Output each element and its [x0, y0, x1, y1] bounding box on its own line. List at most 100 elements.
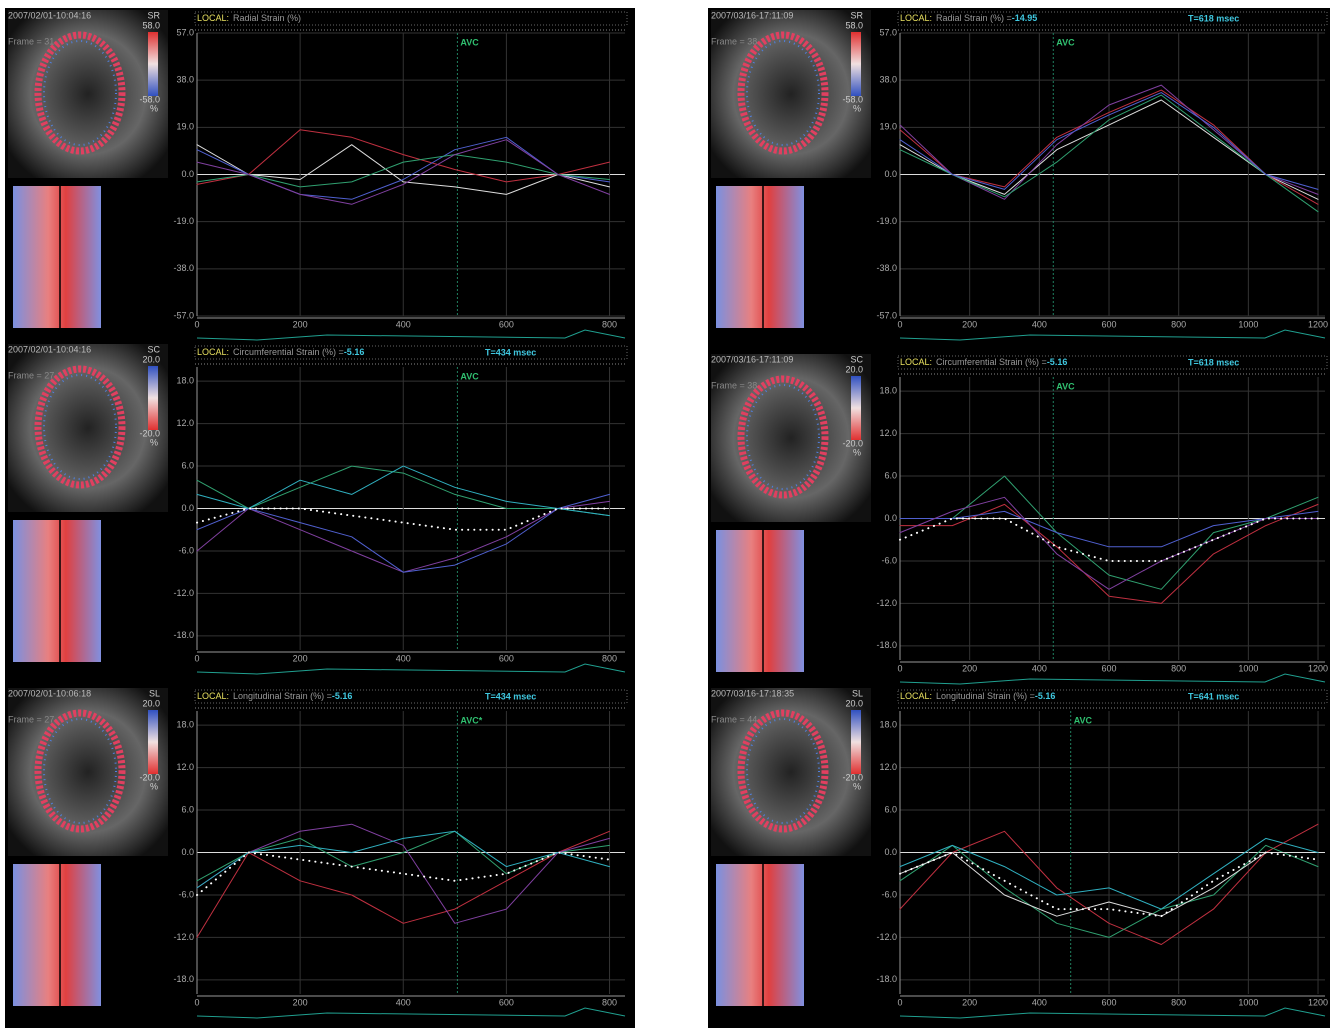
header-value: -5.16 [332, 691, 353, 701]
timestamp: 2007/02/01-10:04:16 [8, 344, 91, 354]
x-tick-label: 600 [1102, 997, 1117, 1007]
header-time: T=618 msec [1188, 13, 1239, 23]
colorbar-unit: % [150, 103, 158, 113]
x-tick-label: 800 [1171, 319, 1186, 329]
y-tick-label: -18.0 [876, 640, 897, 650]
header-value: -5.16 [1035, 691, 1056, 701]
header-title: Circumferential Strain (%) = [936, 357, 1047, 367]
x-tick-label: 1000 [1238, 663, 1258, 673]
strain-map [13, 186, 101, 328]
y-tick-label: -12.0 [876, 598, 897, 608]
timestamp: 2007/03/16-17:11:09 [711, 10, 793, 20]
colorbar-max: 20.0 [845, 698, 863, 708]
y-tick-label: -6.0 [881, 555, 897, 565]
timestamp: 2007/02/01-10:04:16 [8, 10, 91, 20]
x-tick-label: 1000 [1238, 319, 1258, 329]
y-tick-label: 0.0 [181, 169, 194, 179]
avc-label: AVC [460, 37, 479, 47]
page: 2007/02/01-10:04:16Frame = 31SR58.0-58.0… [0, 0, 1331, 1030]
colorbar-mode: SC [147, 344, 160, 354]
y-tick-label: -18.0 [876, 974, 897, 984]
strain-map [13, 520, 101, 662]
y-tick-label: 18.0 [879, 720, 897, 730]
colorbar-max: 20.0 [142, 698, 160, 708]
timestamp: 2007/03/16-17:11:09 [711, 354, 793, 364]
colorbar-unit: % [853, 781, 861, 791]
x-tick-label: 1200 [1308, 319, 1328, 329]
y-tick-label: -12.0 [173, 588, 194, 598]
x-tick-label: 0 [194, 997, 199, 1007]
y-tick-label: 0.0 [181, 503, 194, 513]
strain-map [716, 530, 804, 672]
y-tick-label: 18.0 [879, 386, 897, 396]
x-tick-label: 0 [897, 663, 902, 673]
x-tick-label: 400 [396, 319, 411, 329]
frame-label: Frame = 38 [711, 36, 757, 46]
header-prefix: LOCAL: [197, 13, 229, 23]
y-tick-label: 18.0 [176, 720, 194, 730]
frame-label: Frame = 38 [711, 380, 757, 390]
avc-label: AVC [1056, 37, 1075, 47]
y-tick-label: 0.0 [884, 513, 897, 523]
y-tick-label: 6.0 [884, 470, 897, 480]
x-tick-label: 400 [1032, 997, 1047, 1007]
x-tick-label: 200 [962, 997, 977, 1007]
screen: 2007/02/01-10:04:16Frame = 31SR58.0-58.0… [0, 0, 1331, 1030]
colorbar-max: 20.0 [142, 354, 160, 364]
header-title: Radial Strain (%) = [936, 13, 1012, 23]
y-tick-label: -6.0 [178, 545, 194, 555]
y-tick-label: 57.0 [879, 27, 897, 37]
colorbar [148, 32, 158, 96]
timestamp: 2007/03/16-17:18:35 [711, 688, 794, 698]
x-tick-label: 0 [194, 319, 199, 329]
header: LOCAL: Longitudinal Strain (%) =-5.16 [900, 691, 1055, 701]
y-tick-label: -18.0 [173, 974, 194, 984]
y-tick-label: -38.0 [173, 263, 194, 273]
y-tick-label: 0.0 [884, 847, 897, 857]
x-tick-label: 800 [1171, 997, 1186, 1007]
avc-label: AVC* [460, 715, 482, 725]
x-tick-label: 400 [396, 653, 411, 663]
header-time: T=618 msec [1188, 357, 1239, 367]
colorbar [851, 376, 861, 440]
colorbar-mode: SC [850, 354, 863, 364]
frame-label: Frame = 44 [711, 714, 757, 724]
header-title: Circumferential Strain (%) = [233, 347, 344, 357]
header-title: Longitudinal Strain (%) = [936, 691, 1035, 701]
avc-label: AVC [1074, 715, 1093, 725]
x-tick-label: 600 [499, 997, 514, 1007]
x-tick-label: 600 [1102, 319, 1117, 329]
header-time: T=641 msec [1188, 691, 1239, 701]
x-tick-label: 200 [293, 319, 308, 329]
avc-label: AVC [460, 371, 479, 381]
frame-label: Frame = 31 [8, 36, 54, 46]
x-tick-label: 400 [396, 997, 411, 1007]
colorbar-max: 58.0 [142, 20, 160, 30]
header-value: -14.95 [1012, 13, 1038, 23]
timestamp: 2007/02/01-10:06:18 [8, 688, 91, 698]
y-tick-label: 12.0 [176, 418, 194, 428]
colorbar-max: 20.0 [845, 364, 863, 374]
colorbar-unit: % [853, 447, 861, 457]
header-prefix: LOCAL: [900, 357, 932, 367]
header-prefix: LOCAL: [900, 691, 932, 701]
y-tick-label: 57.0 [176, 27, 194, 37]
y-tick-label: -19.0 [876, 216, 897, 226]
header-prefix: LOCAL: [900, 13, 932, 23]
x-tick-label: 200 [962, 319, 977, 329]
colorbar [148, 366, 158, 430]
colorbar [851, 710, 861, 774]
header-time: T=434 msec [485, 691, 536, 701]
colorbar-unit: % [853, 103, 861, 113]
header: LOCAL: Radial Strain (%) =-14.95 [900, 13, 1037, 23]
x-tick-label: 1200 [1308, 663, 1328, 673]
y-tick-label: -38.0 [876, 263, 897, 273]
y-tick-label: 0.0 [884, 169, 897, 179]
header-title: Radial Strain (%) [233, 13, 301, 23]
x-tick-label: 800 [602, 319, 617, 329]
header-time: T=434 msec [485, 347, 536, 357]
header: LOCAL:Longitudinal Strain (%) =-5.16 [197, 691, 352, 701]
colorbar [851, 32, 861, 96]
x-tick-label: 0 [897, 997, 902, 1007]
y-tick-label: -12.0 [876, 932, 897, 942]
